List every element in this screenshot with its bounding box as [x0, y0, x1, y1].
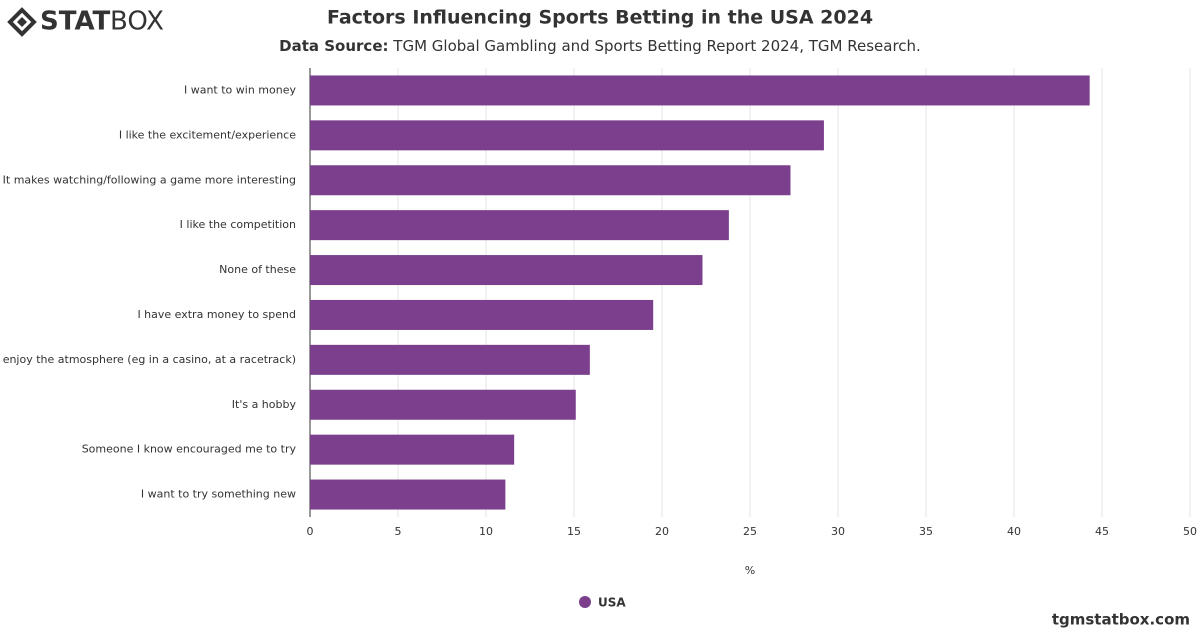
legend-item: USA [579, 596, 626, 610]
bar [310, 434, 515, 465]
bar [310, 389, 576, 420]
x-tick-label: 40 [1007, 525, 1021, 538]
y-tick-label: I want to try something new [141, 488, 296, 501]
x-tick-label: 25 [743, 525, 757, 538]
y-tick-label: I like the competition [180, 218, 296, 231]
bar [310, 299, 654, 330]
y-tick-label: I want to win money [184, 83, 297, 96]
logo: STAT BOX [7, 7, 164, 37]
y-tick-label: It makes watching/following a game more … [3, 173, 296, 186]
bar [310, 344, 590, 375]
bar [310, 210, 729, 241]
subtitle-label: Data Source: [279, 37, 388, 55]
bar [310, 479, 506, 510]
bar [310, 165, 791, 196]
subtitle-text: TGM Global Gambling and Sports Betting R… [392, 37, 921, 55]
x-tick-label: 45 [1095, 525, 1109, 538]
chart-title: Factors Influencing Sports Betting in th… [327, 7, 873, 29]
x-tick-label: 5 [395, 525, 402, 538]
logo-icon [7, 7, 37, 37]
bar [310, 120, 824, 151]
x-tick-label: 10 [479, 525, 493, 538]
y-tick-label: Someone I know encouraged me to try [82, 443, 297, 456]
y-tick-label: None of these [219, 263, 296, 276]
x-tick-label: 0 [307, 525, 314, 538]
y-tick-label: It's a hobby [232, 398, 297, 411]
bar [310, 255, 703, 286]
x-tick-label: 30 [831, 525, 845, 538]
x-tick-label: 15 [567, 525, 581, 538]
bar [310, 75, 1090, 106]
y-tick-label: I have extra money to spend [137, 308, 296, 321]
x-tick-label: 50 [1183, 525, 1197, 538]
x-tick-label: 20 [655, 525, 669, 538]
subtitle: Data Source: TGM Global Gambling and Spo… [279, 37, 921, 55]
y-tick-label: I like the excitement/experience [119, 128, 296, 141]
y-tick-label: I enjoy the atmosphere (eg in a casino, … [0, 353, 296, 366]
footer: tgmstatbox.com [1052, 611, 1190, 629]
logo-text: STAT [40, 7, 111, 37]
logo-text: BOX [110, 7, 164, 37]
x-axis-label: % [745, 564, 755, 577]
x-tick-label: 35 [919, 525, 933, 538]
legend-marker [579, 596, 591, 608]
legend-label: USA [598, 596, 626, 610]
logo-icon [17, 17, 27, 27]
